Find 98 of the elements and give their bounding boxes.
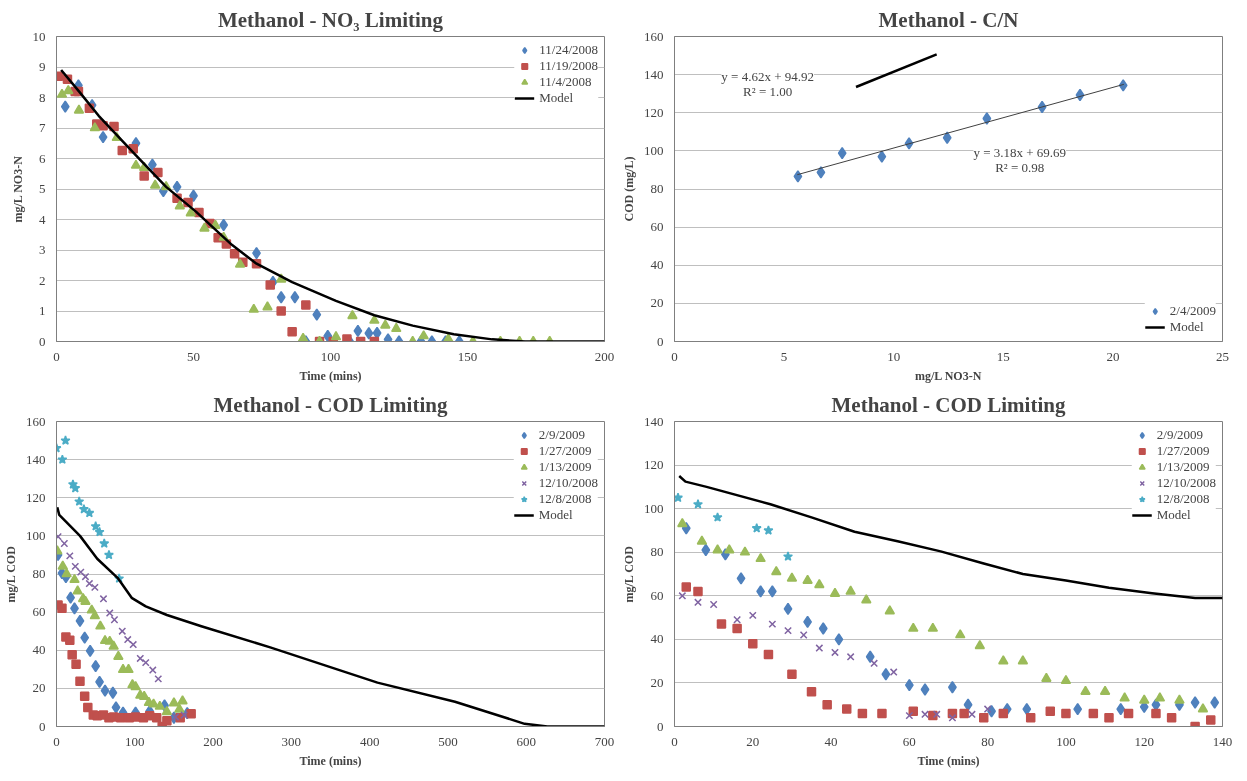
y-axis-title: mg/L COD — [4, 545, 18, 603]
x-tick-label: 20 — [746, 733, 760, 749]
y-tick-label: 2 — [39, 272, 46, 288]
legend-label: 12/8/2008 — [538, 491, 592, 507]
annotation: y = 4.62x + 94.92 — [721, 68, 814, 84]
x-tick-label: 5 — [780, 348, 788, 364]
legend-label: 1/13/2009 — [538, 459, 592, 475]
y-tick-label: 8 — [39, 89, 46, 105]
x-tick-label: 200 — [203, 733, 223, 749]
x-tick-label: 700 — [594, 733, 615, 749]
legend-label: Model — [1169, 319, 1204, 335]
legend-label: 12/8/2008 — [1156, 491, 1210, 507]
y-tick-label: 4 — [39, 211, 46, 227]
x-axis-title: Time (mins) — [917, 753, 980, 768]
x-tick-label: 100 — [125, 733, 145, 749]
x-tick-label: 0 — [671, 348, 678, 364]
y-tick-label: 140 — [644, 66, 664, 82]
x-tick-label: 50 — [187, 348, 200, 364]
legend-label: 11/24/2008 — [539, 42, 598, 58]
y-tick-label: 60 — [32, 604, 46, 620]
x-axis-title: Time (mins) — [299, 753, 362, 768]
y-tick-label: 9 — [39, 59, 46, 74]
y-tick-label: 120 — [644, 457, 664, 473]
x-axis-title: mg/L NO3-N — [915, 368, 982, 383]
y-tick-label: 100 — [644, 500, 664, 516]
x-tick-label: 40 — [824, 733, 838, 749]
legend-label: 12/10/2008 — [1156, 475, 1216, 491]
y-tick-label: 80 — [32, 566, 46, 581]
y-tick-label: 20 — [32, 680, 46, 696]
y-tick-label: 6 — [39, 150, 46, 166]
y-tick-label: 5 — [39, 181, 46, 196]
legend-label: 2/9/2009 — [538, 427, 585, 443]
y-tick-label: 20 — [650, 295, 664, 311]
y-tick-label: 140 — [644, 413, 664, 429]
y-axis-title: COD (mg/L) — [622, 156, 636, 222]
legend-label: 12/10/2008 — [538, 475, 598, 491]
y-tick-label: 0 — [657, 333, 664, 349]
x-tick-label: 25 — [1216, 348, 1229, 364]
legend-label: 2/4/2009 — [1169, 303, 1216, 319]
x-tick-label: 150 — [457, 348, 478, 364]
y-tick-label: 140 — [26, 451, 46, 467]
chart-title: Methanol - C/N — [878, 7, 1019, 32]
legend-label: 11/19/2008 — [539, 58, 598, 74]
y-tick-label: 20 — [650, 674, 664, 690]
annotation: R² = 1.00 — [743, 83, 793, 99]
y-tick-label: 0 — [39, 333, 46, 349]
y-tick-label: 120 — [26, 489, 46, 505]
y-tick-label: 160 — [26, 413, 46, 429]
annotation: y = 3.18x + 69.69 — [973, 144, 1067, 160]
y-tick-label: 10 — [32, 28, 46, 44]
x-tick-label: 100 — [320, 348, 341, 364]
legend-label: Model — [539, 90, 574, 106]
y-tick-label: 60 — [650, 219, 664, 235]
y-tick-label: 40 — [32, 642, 46, 658]
legend-label: 1/13/2009 — [1156, 459, 1210, 475]
y-tick-label: 3 — [39, 242, 46, 257]
y-axis-title: mg/L NO3-N — [10, 155, 25, 223]
x-tick-label: 200 — [594, 348, 615, 364]
x-tick-label: 300 — [281, 733, 302, 749]
legend-label: 1/27/2009 — [538, 443, 592, 459]
y-tick-label: 120 — [644, 104, 664, 120]
legend-label: Model — [1156, 507, 1191, 523]
x-tick-label: 20 — [1106, 348, 1120, 364]
x-tick-label: 100 — [1056, 733, 1076, 749]
x-tick-label: 600 — [516, 733, 536, 749]
x-tick-label: 10 — [887, 348, 901, 364]
x-tick-label: 0 — [671, 733, 678, 749]
y-tick-label: 100 — [644, 142, 664, 158]
y-tick-label: 160 — [644, 28, 664, 44]
y-tick-label: 0 — [657, 718, 664, 734]
x-tick-label: 120 — [1134, 733, 1154, 749]
y-tick-label: 80 — [650, 544, 664, 560]
x-tick-label: 400 — [359, 733, 380, 749]
y-tick-label: 40 — [650, 257, 664, 273]
chart-title: Methanol - COD Limiting — [213, 392, 448, 417]
y-tick-label: 0 — [39, 718, 46, 734]
x-axis-title: Time (mins) — [299, 368, 362, 383]
y-axis-title: mg/L COD — [622, 545, 636, 603]
x-tick-label: 80 — [981, 733, 995, 749]
y-tick-label: 40 — [650, 631, 664, 647]
y-tick-label: 80 — [650, 181, 664, 196]
x-tick-label: 60 — [902, 733, 916, 749]
chart-title: Methanol - COD Limiting — [831, 392, 1066, 417]
annotation: R² = 0.98 — [995, 160, 1045, 176]
y-tick-label: 100 — [26, 527, 46, 543]
y-tick-label: 7 — [39, 120, 46, 135]
legend-label: Model — [538, 507, 573, 523]
legend-label: 2/9/2009 — [1156, 427, 1203, 443]
chart-title: Methanol - NO₃ Limiting — [217, 7, 444, 32]
x-tick-label: 140 — [1212, 733, 1233, 749]
x-tick-label: 0 — [53, 348, 60, 364]
x-tick-label: 500 — [438, 733, 458, 749]
y-tick-label: 1 — [39, 303, 46, 318]
legend-label: 1/27/2009 — [1156, 443, 1210, 459]
x-tick-label: 15 — [996, 348, 1010, 364]
legend-label: 11/4/2008 — [539, 74, 592, 90]
y-tick-label: 60 — [650, 587, 664, 603]
x-tick-label: 0 — [53, 733, 60, 749]
